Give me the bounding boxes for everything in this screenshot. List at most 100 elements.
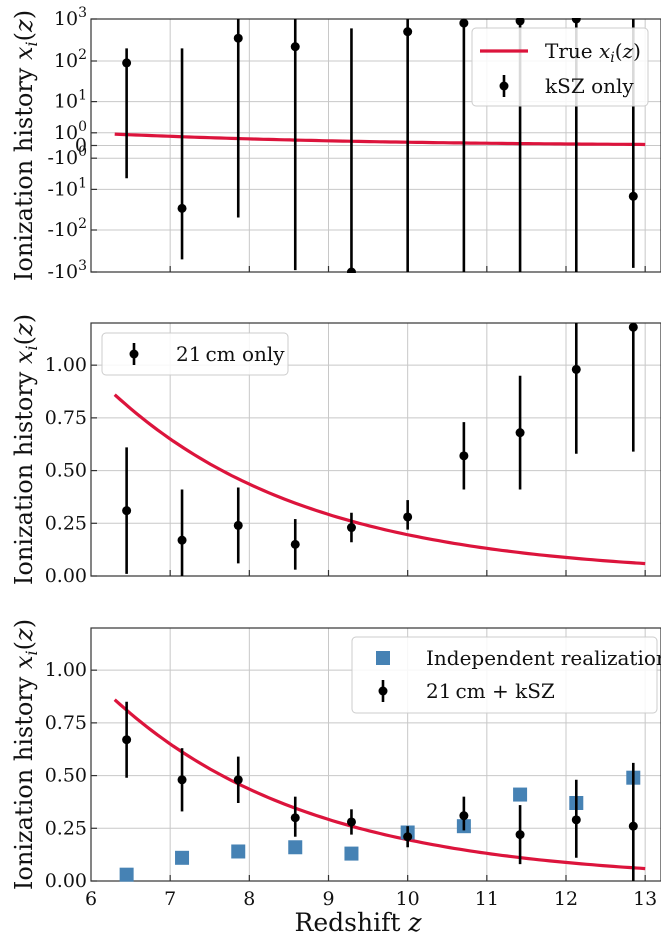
- y-axis-label-math: x: [10, 655, 38, 669]
- tick-base: -10: [47, 147, 78, 169]
- x-tick-label: 9: [322, 888, 334, 910]
- tick-exponent: 2: [78, 216, 87, 232]
- y-axis-label: Ionization history xi(z): [10, 314, 41, 585]
- data-point: [403, 27, 413, 37]
- x-tick-label: 8: [243, 888, 255, 910]
- y-tick-label: 0.00: [45, 870, 87, 892]
- data-point: [571, 364, 581, 374]
- x-tick-label: 11: [475, 888, 499, 910]
- y-tick-label: 103: [54, 5, 87, 30]
- true-xi-line: [113, 698, 646, 871]
- y-tick-label: 100: [54, 119, 87, 144]
- tick-base: -10: [47, 261, 78, 283]
- y-axis-label-math: x: [10, 46, 38, 60]
- data-point: [403, 512, 413, 522]
- data-point: [346, 267, 356, 273]
- data-point: [177, 535, 187, 545]
- y-axis-label: Ionization history xi(z): [10, 10, 41, 281]
- x-axis-label: Redshift z: [295, 908, 423, 933]
- square-marker: [288, 840, 303, 855]
- y-tick-label: 0: [75, 135, 87, 157]
- y-axis-label-sub: i: [22, 650, 41, 655]
- tick-base: 10: [54, 122, 78, 144]
- data-point: [233, 775, 243, 785]
- square-marker: [513, 787, 528, 802]
- y-axis-label-text: Ionization history: [10, 364, 38, 585]
- legend-label-part: Independent realization: [426, 646, 661, 670]
- legend-label: True xi(z): [545, 39, 641, 66]
- data-point: [515, 428, 525, 438]
- y-axis-label-z: z: [10, 323, 38, 337]
- y-tick-label: -102: [47, 216, 87, 241]
- y-tick-label: -100: [47, 144, 87, 169]
- x-tick-label: 7: [164, 888, 176, 910]
- y-axis-label-text: Ionization history: [10, 669, 38, 890]
- legend-label-part: 21 cm + kSZ: [426, 679, 555, 703]
- tick-base: 10: [54, 91, 78, 113]
- x-axis-label-z: z: [407, 908, 422, 933]
- y-axis-label: Ionization history xi(z): [10, 619, 41, 890]
- tick-base: 10: [54, 50, 78, 72]
- data-point: [459, 811, 469, 821]
- tick-exponent: 2: [78, 47, 87, 63]
- axes-frame: [90, 322, 661, 577]
- data-point: [515, 18, 525, 26]
- tick-exponent: 0: [78, 144, 87, 160]
- data-point: [233, 520, 243, 530]
- panel-top: 1031021011000-100-101-102-103Ionization …: [10, 5, 661, 283]
- y-axis-label-sub: i: [22, 41, 41, 46]
- legend-label-part: i: [610, 50, 614, 66]
- y-tick-label: -101: [47, 175, 87, 200]
- data-point: [233, 33, 243, 43]
- y-tick-label: 1.00: [45, 659, 87, 681]
- y-axis-label-z: z: [10, 19, 38, 33]
- y-tick-label: 0.25: [45, 512, 87, 534]
- legend-label-part: z: [622, 39, 634, 63]
- legend-label-part: True: [545, 39, 599, 63]
- data-point: [628, 191, 638, 201]
- data-point: [403, 832, 413, 842]
- y-tick-label: 0.50: [45, 460, 87, 482]
- y-tick-label: 102: [54, 47, 87, 72]
- axes-frame: [90, 627, 661, 882]
- legend-box: [101, 332, 289, 376]
- tick-base: -10: [47, 219, 78, 241]
- y-tick-label: 0.50: [45, 765, 87, 787]
- y-tick-label: -103: [47, 258, 87, 283]
- legend-label-part: kSZ only: [545, 74, 634, 98]
- legend-label: kSZ only: [545, 74, 634, 98]
- data-point: [459, 18, 469, 28]
- data-point: [459, 451, 469, 461]
- tick-exponent: 3: [78, 258, 87, 274]
- data-point: [346, 523, 356, 533]
- legend-label-part: ): [633, 39, 641, 63]
- data-point: [177, 775, 187, 785]
- y-axis-label-sub: i: [22, 345, 41, 350]
- square-marker: [119, 867, 134, 882]
- legend-marker: [499, 81, 509, 91]
- square-marker: [175, 850, 190, 865]
- tick-exponent: 3: [78, 5, 87, 21]
- tick-exponent: 0: [78, 119, 87, 135]
- y-axis-label-close: ): [10, 619, 38, 628]
- y-tick-label: 0.75: [45, 407, 87, 429]
- data-point: [571, 815, 581, 825]
- legend-box: [351, 636, 658, 714]
- y-tick-label: 0.00: [45, 565, 87, 587]
- y-axis-label-z: z: [10, 628, 38, 642]
- x-tick-label: 12: [554, 888, 578, 910]
- x-tick-label: 10: [396, 888, 420, 910]
- y-tick-label: 0.25: [45, 817, 87, 839]
- y-tick-label: 0.75: [45, 712, 87, 734]
- legend-label: 21 cm + kSZ: [426, 679, 555, 703]
- y-axis-label-arg: (: [10, 32, 38, 41]
- tick-exponent: 1: [78, 175, 87, 191]
- y-axis-label-close: ): [10, 314, 38, 323]
- tick-base: -10: [47, 178, 78, 200]
- y-tick-label: 1.00: [45, 354, 87, 376]
- true-xi-line: [114, 132, 646, 147]
- y-tick-label: 101: [54, 88, 87, 113]
- legend-square: [376, 651, 390, 665]
- data-point: [290, 813, 300, 823]
